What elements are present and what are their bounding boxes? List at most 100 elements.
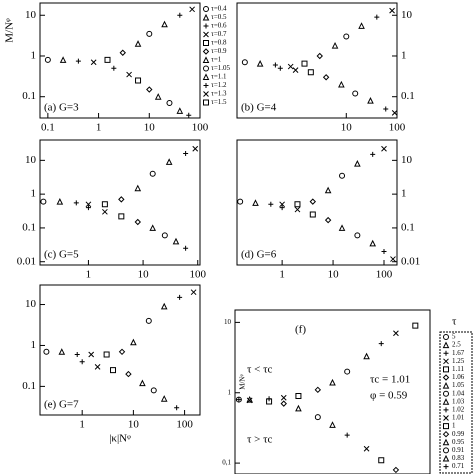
legend-label: τ=1.5 xyxy=(211,98,227,106)
marker xyxy=(378,457,385,464)
y-axis-label: M/Nᵠ xyxy=(239,374,247,390)
legend-label: τ=0.5 xyxy=(211,13,227,21)
annotation: τ < τc xyxy=(247,364,273,376)
marker xyxy=(443,423,449,430)
marker xyxy=(183,245,189,251)
x-tick-label: 1 xyxy=(86,269,92,281)
x-tick-label: 10 xyxy=(341,122,353,134)
x-axis-label: |κ|Nᵠ xyxy=(109,433,131,445)
marker xyxy=(236,397,242,403)
plot-frame xyxy=(39,2,201,119)
marker xyxy=(324,186,332,194)
marker xyxy=(279,205,285,211)
marker xyxy=(307,69,314,76)
marker xyxy=(352,90,359,97)
panel-label: (c) G=5 xyxy=(44,249,79,261)
marker xyxy=(295,392,302,399)
marker xyxy=(85,205,91,211)
marker xyxy=(154,93,162,100)
marker xyxy=(280,394,287,401)
marker xyxy=(367,97,374,104)
y-tick-label: 0.1 xyxy=(22,380,36,392)
marker xyxy=(174,405,180,411)
marker xyxy=(344,368,351,375)
marker xyxy=(338,224,346,231)
marker xyxy=(119,49,126,56)
marker xyxy=(43,348,50,355)
marker xyxy=(383,106,389,112)
marker xyxy=(149,224,157,231)
marker xyxy=(150,387,157,394)
marker xyxy=(391,110,398,116)
marker xyxy=(145,317,152,324)
marker xyxy=(443,407,449,413)
marker xyxy=(322,74,330,81)
legend-label: τ=1.2 xyxy=(211,81,227,89)
x-tick-label: 10 xyxy=(144,122,156,134)
y-tick-label: 0.1 xyxy=(22,221,36,233)
marker xyxy=(189,6,195,13)
y-tick-label: 1 xyxy=(31,188,37,200)
legend-label: 1.04 xyxy=(452,389,465,397)
marker xyxy=(59,56,67,63)
marker xyxy=(443,415,449,421)
marker xyxy=(343,33,350,40)
marker xyxy=(203,91,209,97)
legend-label: τ=0.9 xyxy=(211,47,227,55)
marker xyxy=(103,351,110,358)
x-tick-label: 0.1 xyxy=(41,122,55,134)
marker xyxy=(118,196,125,203)
legend-label: 1.01 xyxy=(452,414,465,422)
marker xyxy=(389,7,395,14)
marker xyxy=(165,158,173,165)
legend-label: τ=0.4 xyxy=(211,5,227,13)
marker xyxy=(392,466,400,474)
marker xyxy=(73,200,79,206)
marker xyxy=(118,213,125,220)
x-tick-label: 10 xyxy=(138,269,150,281)
legend-box xyxy=(439,331,473,474)
marker xyxy=(202,13,210,21)
panel-label: (a) G=3 xyxy=(44,102,79,114)
marker xyxy=(369,239,377,247)
marker xyxy=(412,322,419,329)
legend-label: 1.06 xyxy=(452,373,465,381)
legend-label: τ=1 xyxy=(211,56,222,64)
marker xyxy=(134,184,142,192)
legend-label: 0.71 xyxy=(452,462,465,470)
legend-label: τ=0.6 xyxy=(211,22,227,30)
marker xyxy=(294,201,301,208)
legend-label: τ=1.3 xyxy=(211,90,227,98)
marker xyxy=(381,145,387,152)
marker xyxy=(442,438,450,446)
marker xyxy=(161,232,168,239)
y-tick-label: 10 xyxy=(25,154,37,166)
marker xyxy=(241,59,248,66)
marker xyxy=(94,364,101,370)
marker xyxy=(443,358,449,365)
marker xyxy=(329,378,336,386)
marker xyxy=(160,302,168,310)
panel-label: (e) G=7 xyxy=(44,399,79,411)
legend-label: 0.99 xyxy=(452,430,465,438)
legend-label: 0.95 xyxy=(452,438,465,446)
marker xyxy=(56,198,64,205)
marker xyxy=(329,421,336,428)
marker xyxy=(192,145,199,152)
y-tick-label: 1 xyxy=(401,50,407,62)
marker xyxy=(146,86,153,93)
marker xyxy=(358,22,365,29)
marker xyxy=(79,359,85,365)
marker xyxy=(134,40,142,47)
x-tick-label: 100 xyxy=(389,122,406,134)
marker xyxy=(277,65,283,71)
marker xyxy=(166,100,173,107)
x-tick-label: 100 xyxy=(192,122,209,134)
annotation: τ > τc xyxy=(247,434,273,446)
marker xyxy=(266,398,273,405)
y-tick-label: 0.1 xyxy=(22,90,36,102)
marker xyxy=(246,395,253,403)
marker xyxy=(344,432,350,438)
marker xyxy=(378,341,384,347)
